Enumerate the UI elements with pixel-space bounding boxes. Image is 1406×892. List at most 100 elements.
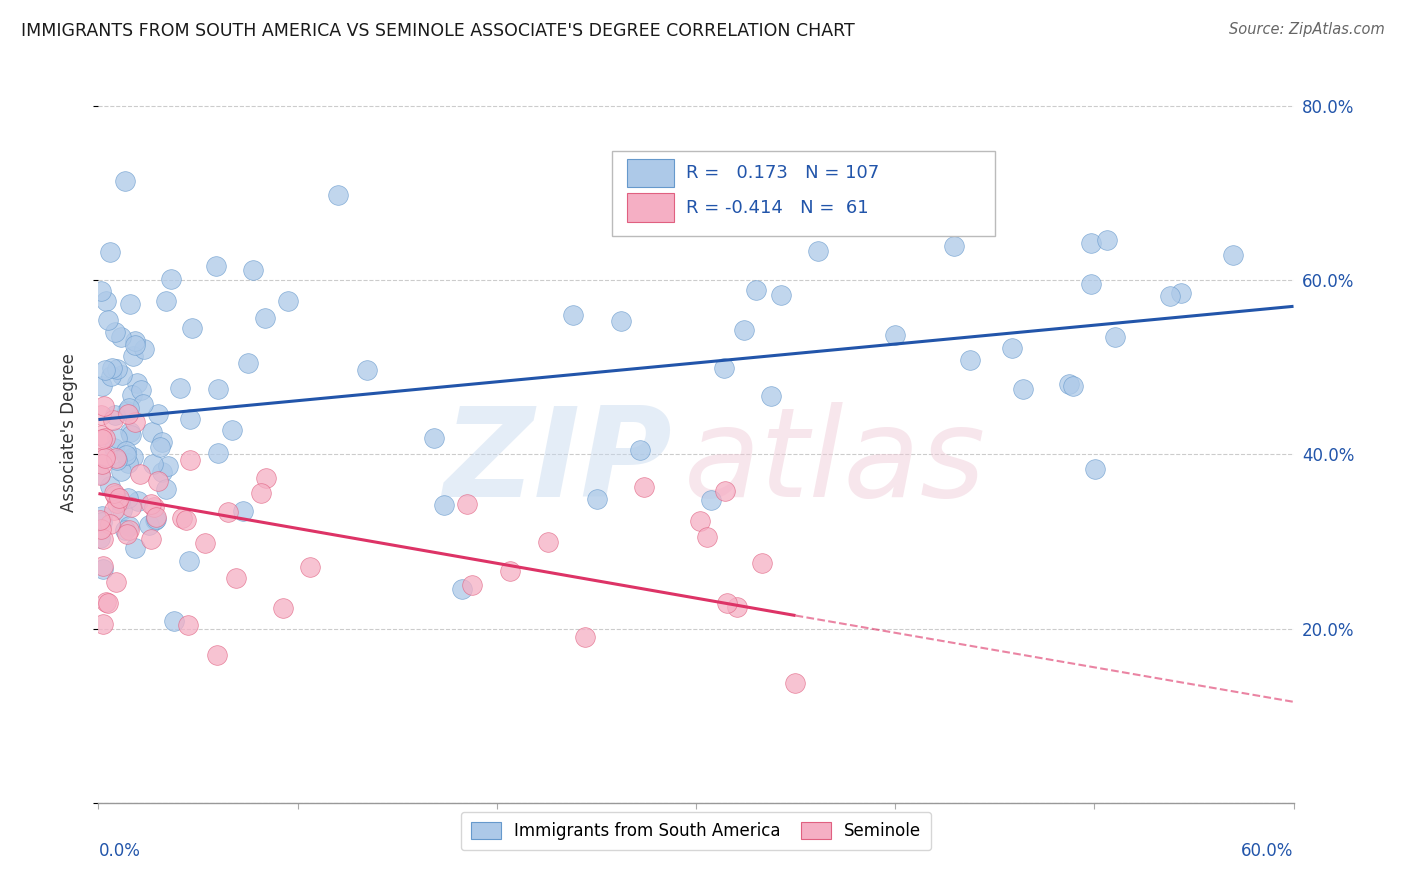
Point xyxy=(94,450,117,465)
Point xyxy=(207,382,229,396)
Point xyxy=(90,409,112,423)
Point xyxy=(117,524,139,538)
Point xyxy=(689,514,711,528)
Point xyxy=(177,618,200,632)
Point xyxy=(207,446,229,460)
Point xyxy=(128,467,150,481)
Point xyxy=(108,491,131,506)
Point xyxy=(277,293,299,308)
Point xyxy=(725,600,748,615)
Point xyxy=(273,600,295,615)
Point xyxy=(120,428,142,442)
Point xyxy=(249,486,271,500)
Point xyxy=(700,493,723,508)
Point xyxy=(177,554,200,568)
Text: ZIP: ZIP xyxy=(443,401,672,523)
Point xyxy=(100,368,122,383)
Point xyxy=(150,434,173,449)
Point xyxy=(103,442,125,456)
Point xyxy=(785,675,807,690)
Point xyxy=(93,616,115,631)
Point xyxy=(117,407,139,421)
Point xyxy=(143,500,166,515)
Point xyxy=(633,479,655,493)
Point xyxy=(90,522,112,536)
Point xyxy=(89,467,111,482)
Point xyxy=(124,541,146,555)
Point xyxy=(139,532,162,546)
Point xyxy=(117,491,139,506)
Point xyxy=(134,343,156,357)
Point xyxy=(94,595,117,609)
Point xyxy=(98,245,121,260)
FancyBboxPatch shape xyxy=(627,194,675,221)
Point xyxy=(105,453,128,467)
Text: 0.0%: 0.0% xyxy=(98,842,141,860)
Point xyxy=(115,448,138,462)
Point xyxy=(217,505,239,519)
Point xyxy=(716,596,738,610)
Point xyxy=(117,456,139,470)
Point xyxy=(433,498,456,512)
Point xyxy=(100,479,122,493)
Point xyxy=(93,399,115,413)
Point xyxy=(111,368,134,383)
Point xyxy=(91,457,114,471)
Point xyxy=(499,564,522,578)
Point xyxy=(115,527,138,541)
Point xyxy=(115,404,138,418)
Point xyxy=(121,388,143,402)
Point xyxy=(160,272,183,286)
Point xyxy=(585,491,607,506)
Point xyxy=(90,427,112,442)
Point xyxy=(91,532,114,546)
Point xyxy=(120,297,142,311)
Point xyxy=(138,517,160,532)
Point xyxy=(225,571,247,585)
Point xyxy=(696,530,718,544)
Point xyxy=(105,496,128,510)
Point xyxy=(94,450,117,464)
Point xyxy=(103,485,125,500)
Point xyxy=(807,244,830,259)
Point xyxy=(451,582,474,596)
Point xyxy=(170,511,193,525)
Point xyxy=(236,356,259,370)
Point xyxy=(143,513,166,527)
Point xyxy=(205,259,228,273)
Point xyxy=(122,349,145,363)
Point xyxy=(124,337,146,351)
Point xyxy=(254,471,277,485)
Point xyxy=(91,515,114,529)
Point xyxy=(114,444,136,458)
Point xyxy=(105,450,128,465)
Point xyxy=(942,239,965,253)
Point xyxy=(94,363,117,377)
Point xyxy=(148,474,170,488)
Point xyxy=(959,353,981,368)
Point xyxy=(94,293,117,308)
Point xyxy=(232,504,254,518)
Point xyxy=(628,443,651,458)
Point xyxy=(110,330,132,344)
Point xyxy=(103,503,125,517)
Point xyxy=(97,596,120,610)
Point xyxy=(609,314,631,328)
Point xyxy=(574,630,596,644)
Point xyxy=(194,536,217,550)
Point xyxy=(90,379,112,393)
Point xyxy=(1095,233,1118,247)
Point xyxy=(105,431,128,445)
Point xyxy=(254,311,277,326)
Point xyxy=(118,518,141,533)
Y-axis label: Associate's Degree: Associate's Degree xyxy=(59,353,77,512)
Point xyxy=(169,381,191,395)
Point xyxy=(1059,377,1081,392)
FancyBboxPatch shape xyxy=(627,159,675,186)
Point xyxy=(132,396,155,410)
Point xyxy=(537,535,560,549)
Point xyxy=(1084,462,1107,476)
Point xyxy=(1170,285,1192,300)
Point xyxy=(91,432,114,446)
Point xyxy=(179,411,201,425)
